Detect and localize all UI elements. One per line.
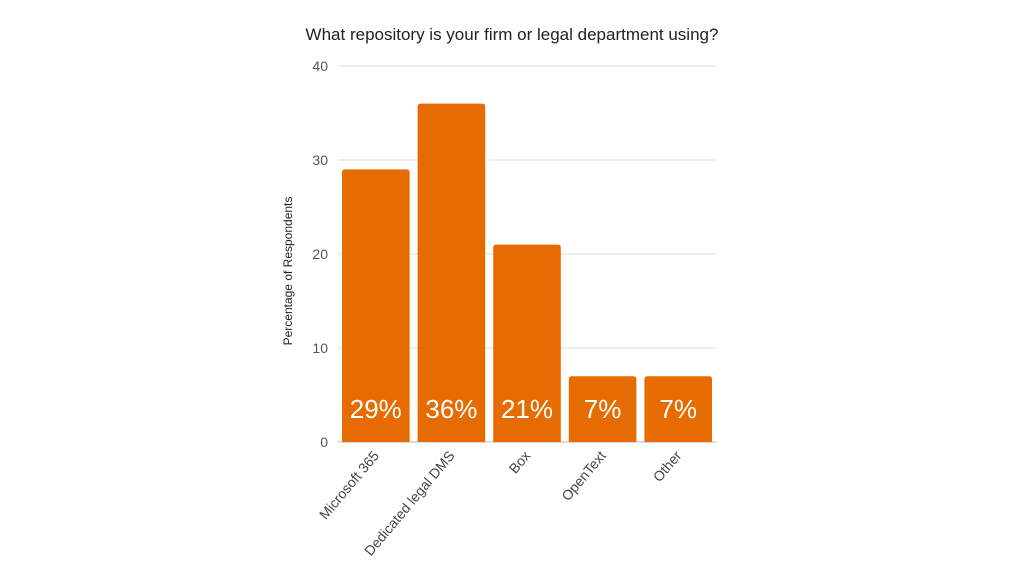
bar — [568, 376, 637, 442]
x-tick-label: OpenText — [558, 448, 609, 504]
y-tick-label: 0 — [320, 434, 328, 450]
data-label: 29% — [350, 394, 402, 424]
bar — [644, 376, 712, 442]
x-tick-label: Other — [650, 447, 685, 484]
y-tick-label: 40 — [312, 58, 328, 74]
bar — [342, 169, 410, 442]
data-label: 21% — [501, 394, 553, 424]
y-tick-label: 20 — [312, 246, 328, 262]
bar — [417, 103, 486, 442]
bars — [342, 103, 712, 442]
chart-title: What repository is your firm or legal de… — [306, 25, 719, 44]
y-axis-title: Percentage of Respondents — [281, 197, 295, 346]
x-tick-label: Box — [506, 448, 534, 477]
data-label: 36% — [425, 394, 477, 424]
y-tick-label: 10 — [312, 340, 328, 356]
bar — [493, 244, 561, 442]
y-tick-label: 30 — [312, 152, 328, 168]
y-axis-ticks: 0 10 20 30 40 — [312, 58, 328, 450]
data-label: 7% — [659, 394, 697, 424]
data-labels: 29% 36% 21% 7% 7% — [350, 394, 697, 424]
x-tick-label: Microsoft 365 — [316, 447, 382, 522]
data-label: 7% — [584, 394, 622, 424]
